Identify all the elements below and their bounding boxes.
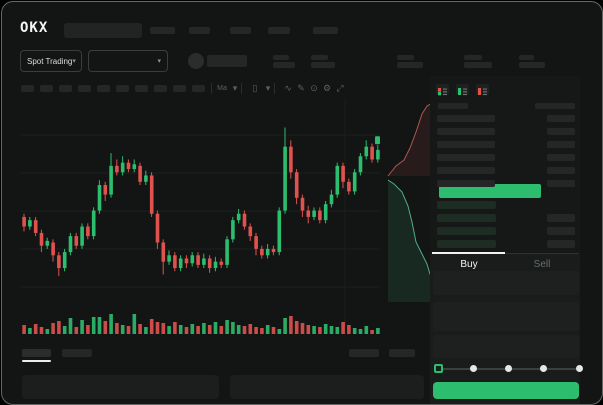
depth-chart <box>387 101 434 302</box>
ticker-stat-label <box>273 55 289 60</box>
orders-tab-underline <box>22 360 51 362</box>
ask-amount-cell <box>547 128 575 135</box>
toolbar-divider <box>274 83 275 94</box>
slider-dot[interactable] <box>576 365 583 372</box>
ticker-stat-value <box>311 62 335 68</box>
bid-amount-cell <box>547 240 575 248</box>
nav-item[interactable] <box>150 27 175 34</box>
price-input[interactable] <box>433 271 579 295</box>
chevron-down-icon[interactable]: ▾ <box>232 82 238 93</box>
fullscreen-icon[interactable]: ⤢ <box>336 82 344 93</box>
ticker-stat-label <box>397 55 414 60</box>
last-price-badge[interactable] <box>439 184 541 198</box>
ask-price-row[interactable] <box>437 115 495 122</box>
timeframe-button[interactable] <box>192 85 205 92</box>
timeframe-button[interactable] <box>40 85 53 92</box>
ask-price-row[interactable] <box>437 141 495 148</box>
coin-icon <box>188 53 204 69</box>
pair-name-placeholder <box>207 55 247 67</box>
bid-price-row[interactable] <box>437 227 496 235</box>
ticker-stat-label <box>519 55 534 60</box>
nav-item[interactable] <box>189 27 210 34</box>
candle-chart[interactable] <box>20 98 380 338</box>
line-tool-icon[interactable]: ∿ <box>284 82 292 93</box>
ask-amount-cell <box>547 154 575 161</box>
orders-empty-panel-right <box>230 375 424 399</box>
ask-amount-cell <box>547 115 575 122</box>
pair-selector-dropdown[interactable]: ▾ <box>88 50 168 72</box>
search-input[interactable] <box>64 23 142 38</box>
draw-icon[interactable]: ✎ <box>297 82 305 93</box>
orders-link-1[interactable] <box>349 349 379 357</box>
bid-amount-cell <box>547 227 575 235</box>
timeframe-button[interactable] <box>154 85 167 92</box>
ticker-stat-value <box>519 62 545 68</box>
amount-slider-handle[interactable] <box>434 364 443 373</box>
slider-dot[interactable] <box>505 365 512 372</box>
slider-dot[interactable] <box>540 365 547 372</box>
ticker-stat-label <box>311 55 328 60</box>
chart-type-icon[interactable]: ▯ <box>252 82 258 93</box>
market-type-label: Spot Trading <box>27 56 73 66</box>
ticker-stat-label <box>464 55 482 60</box>
indicator-icon[interactable]: Ma <box>217 84 227 92</box>
orderbook-price-header <box>438 103 468 109</box>
toolbar-divider <box>211 83 212 94</box>
tab-divider <box>432 253 579 254</box>
slider-dot[interactable] <box>470 365 477 372</box>
book-asks-icon[interactable] <box>476 84 489 96</box>
nav-item[interactable] <box>268 27 290 34</box>
chevron-down-icon: ▾ <box>157 57 161 65</box>
tab-buy[interactable]: Buy <box>460 259 478 270</box>
bid-price-row[interactable] <box>437 240 496 248</box>
bid-price-row[interactable] <box>437 201 496 209</box>
book-both-icon[interactable] <box>436 84 449 96</box>
ticker-stat-value <box>273 62 295 68</box>
ticker-stat-value <box>397 62 423 68</box>
ask-price-row[interactable] <box>437 180 495 187</box>
settings-icon[interactable]: ⚙ <box>322 82 332 93</box>
camera-icon[interactable]: ⊙ <box>310 82 318 93</box>
buy-submit-button[interactable] <box>433 382 579 399</box>
total-input[interactable] <box>433 335 579 358</box>
timeframe-button[interactable] <box>173 85 186 92</box>
ask-amount-cell <box>547 180 575 187</box>
ticker-stat-value <box>464 62 492 68</box>
orderbook-amount-header <box>535 103 575 109</box>
nav-item[interactable] <box>313 27 338 34</box>
ask-price-row[interactable] <box>437 128 495 135</box>
ask-price-row[interactable] <box>437 154 495 161</box>
timeframe-button[interactable] <box>21 85 34 92</box>
timeframe-button[interactable] <box>135 85 148 92</box>
orders-tab-active[interactable] <box>22 349 51 357</box>
timeframe-button[interactable] <box>116 85 129 92</box>
orders-empty-panel-left <box>22 375 219 399</box>
okx-logo: OKX <box>20 20 49 36</box>
book-bids-icon[interactable] <box>456 84 469 96</box>
market-type-selector[interactable]: Spot Trading ▾ <box>20 50 82 72</box>
chevron-down-icon: ▾ <box>72 57 76 65</box>
toolbar-divider <box>241 83 242 94</box>
ask-amount-cell <box>547 167 575 174</box>
ask-amount-cell <box>547 141 575 148</box>
ask-price-row[interactable] <box>437 167 495 174</box>
order-history-tab[interactable] <box>62 349 92 357</box>
tab-sell[interactable]: Sell <box>533 259 551 270</box>
timeframe-button[interactable] <box>78 85 91 92</box>
amount-input[interactable] <box>433 302 579 331</box>
buy-tab-indicator <box>432 252 505 254</box>
timeframe-button[interactable] <box>97 85 110 92</box>
bid-amount-cell <box>547 214 575 222</box>
orders-link-2[interactable] <box>389 349 415 357</box>
nav-item[interactable] <box>230 27 251 34</box>
timeframe-button[interactable] <box>59 85 72 92</box>
chevron-down-icon[interactable]: ▾ <box>265 82 271 93</box>
bid-price-row[interactable] <box>437 214 496 222</box>
